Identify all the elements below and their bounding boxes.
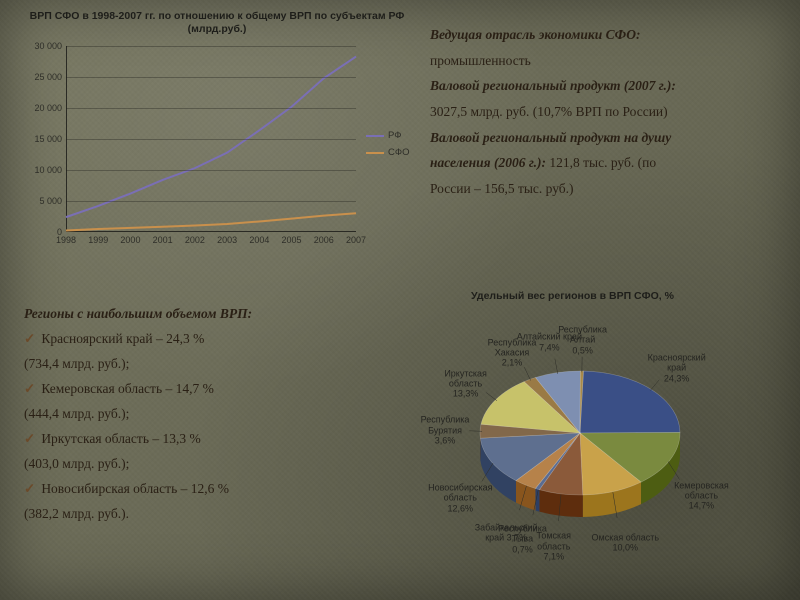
- line-chart-axes: 05 00010 00015 00020 00025 00030 0001998…: [66, 46, 356, 232]
- region-item-sub: (444,4 млрд. руб.);: [24, 402, 344, 427]
- legend-label: СФО: [388, 147, 409, 158]
- region-list-header: Регионы с наибольшим объемом ВРП:: [24, 302, 344, 327]
- y-tick-label: 15 000: [34, 134, 66, 144]
- info-block: Ведущая отрасль экономики СФО: промышленн…: [430, 22, 780, 201]
- info-text: 121,8 тыс. руб. (по: [546, 155, 656, 170]
- region-item-sub: (403,0 млрд. руб.);: [24, 452, 344, 477]
- legend-label: РФ: [388, 130, 401, 141]
- y-tick-label: 20 000: [34, 103, 66, 113]
- info-header: Валовой региональный продукт на душу: [430, 130, 671, 145]
- info-header: Ведущая отрасль экономики СФО:: [430, 27, 641, 42]
- x-tick-label: 2003: [217, 232, 237, 245]
- pie-slice-label: Забайкальскийкрай 3,7%: [475, 523, 538, 544]
- region-item: Новосибирская область – 12,6 %: [24, 477, 344, 502]
- info-header: Валовой региональный продукт (2007 г.):: [430, 78, 676, 93]
- y-tick-label: 10 000: [34, 165, 66, 175]
- pie-slice-label: Новосибирскаяобласть12,6%: [428, 482, 492, 513]
- pie-slice-label: РеспубликаБурятия3,6%: [421, 415, 470, 446]
- x-tick-label: 2005: [282, 232, 302, 245]
- info-text: промышленность: [430, 48, 780, 74]
- line-chart-legend: РФ СФО: [366, 130, 409, 164]
- pie-slice-label: Иркутскаяобласть13,3%: [444, 368, 487, 399]
- info-text: 3027,5 млрд. руб. (10,7% ВРП по России): [430, 99, 780, 125]
- x-tick-label: 2004: [249, 232, 269, 245]
- region-item: Красноярский край – 24,3 %: [24, 327, 344, 352]
- pie-chart-title: Удельный вес регионов в ВРП СФО, %: [355, 290, 790, 302]
- x-tick-label: 2000: [120, 232, 140, 245]
- x-tick-label: 1998: [56, 232, 76, 245]
- legend-item-rf: РФ: [366, 130, 409, 141]
- region-item: Иркутская область – 13,3 %: [24, 427, 344, 452]
- x-tick-label: 2007: [346, 232, 366, 245]
- line-chart-title: ВРП СФО в 1998-2007 гг. по отношению к о…: [22, 10, 412, 36]
- legend-item-sfo: СФО: [366, 147, 409, 158]
- region-item-sub: (734,4 млрд. руб.);: [24, 352, 344, 377]
- y-tick-label: 25 000: [34, 72, 66, 82]
- info-text: России – 156,5 тыс. руб.): [430, 176, 780, 202]
- region-item: Кемеровская область – 14,7 %: [24, 377, 344, 402]
- x-tick-label: 2006: [314, 232, 334, 245]
- x-tick-label: 2002: [185, 232, 205, 245]
- info-header: населения (2006 г.):: [430, 155, 546, 170]
- x-tick-label: 1999: [88, 232, 108, 245]
- pie-slice-label: РеспубликаАлтай0,5%: [558, 325, 607, 356]
- x-tick-label: 2001: [153, 232, 173, 245]
- region-item-sub: (382,2 млрд. руб.).: [24, 502, 344, 527]
- pie-slice-label: Кемеровскаяобласть14,7%: [674, 480, 729, 511]
- line-chart-panel: ВРП СФО в 1998-2007 гг. по отношению к о…: [22, 10, 412, 260]
- pie-slice-label: Красноярскийкрай24,3%: [648, 353, 706, 384]
- pie-chart-panel: Удельный вес регионов в ВРП СФО, % Красн…: [355, 290, 790, 590]
- y-tick-label: 30 000: [34, 41, 66, 51]
- pie-slice-label: Омская область10,0%: [592, 532, 660, 553]
- region-list: Регионы с наибольшим объемом ВРП: Красно…: [24, 302, 344, 527]
- y-tick-label: 5 000: [39, 196, 66, 206]
- pie-chart: Красноярскийкрай24,3%Кемеровскаяобласть1…: [475, 338, 685, 548]
